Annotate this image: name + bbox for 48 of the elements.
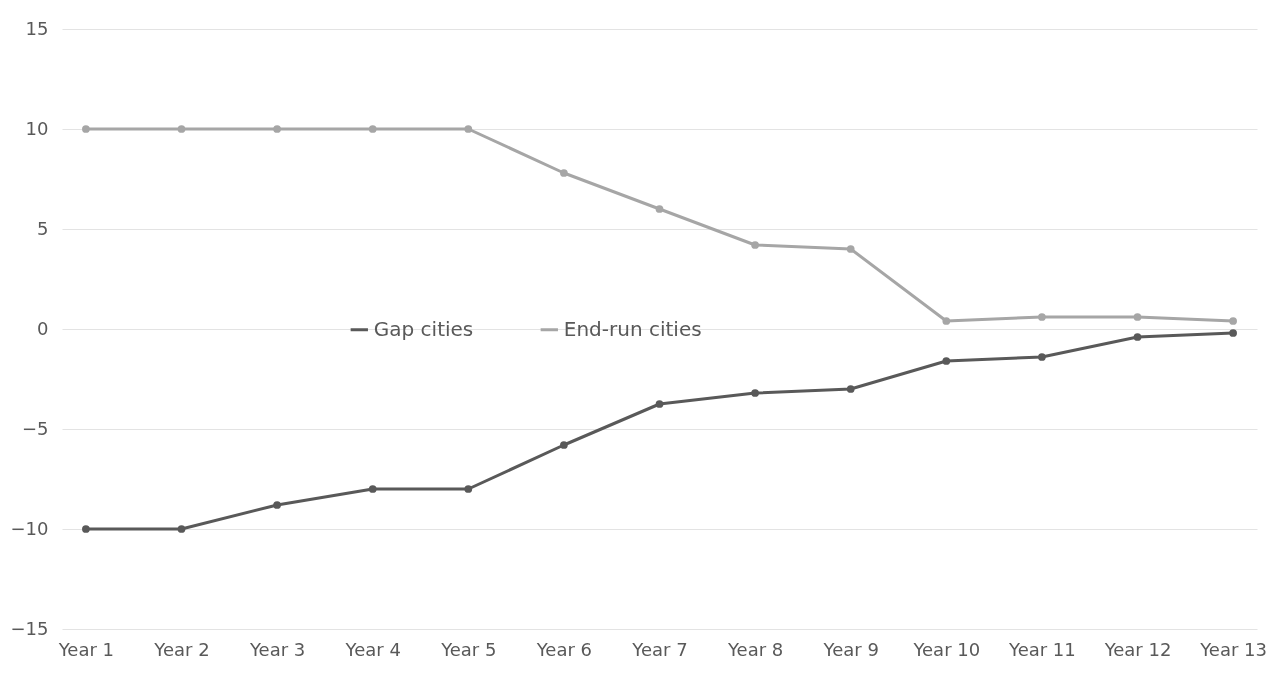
point bbox=[177, 525, 186, 533]
point bbox=[1133, 313, 1142, 321]
point bbox=[846, 385, 855, 393]
point bbox=[1133, 333, 1142, 341]
point bbox=[1038, 353, 1046, 361]
y-tick-label: 0 bbox=[37, 317, 49, 339]
point bbox=[942, 357, 951, 365]
point bbox=[1229, 317, 1237, 325]
x-tick-label: Year 12 bbox=[1103, 638, 1172, 660]
x-tick-label: Year 10 bbox=[912, 638, 981, 660]
point bbox=[560, 169, 568, 177]
x-tick-label: Year 9 bbox=[822, 638, 879, 660]
point bbox=[655, 205, 664, 213]
point bbox=[846, 245, 855, 253]
point bbox=[368, 485, 377, 493]
x-tick-label: Year 8 bbox=[726, 638, 784, 660]
y-tick-label: −10 bbox=[10, 517, 49, 539]
point bbox=[464, 125, 473, 133]
y-tick-label: −15 bbox=[10, 617, 49, 639]
x-tick-label: Year 11 bbox=[1008, 638, 1076, 660]
point bbox=[82, 125, 90, 133]
x-tick-label: Year 7 bbox=[631, 638, 688, 660]
y-tick-label: 10 bbox=[25, 117, 49, 139]
y-tick-label: 5 bbox=[37, 217, 49, 239]
point bbox=[560, 441, 568, 449]
point bbox=[273, 125, 281, 133]
x-tick-label: Year 3 bbox=[248, 638, 306, 660]
y-tick-label: −5 bbox=[21, 417, 49, 439]
y-tick-label: 15 bbox=[25, 17, 49, 39]
x-tick-label: Year 13 bbox=[1199, 638, 1267, 660]
point bbox=[82, 525, 90, 533]
x-tick-label: Year 1 bbox=[57, 638, 115, 660]
point bbox=[177, 125, 186, 133]
legend-label: End-run cities bbox=[563, 316, 702, 341]
point bbox=[368, 125, 377, 133]
point bbox=[273, 501, 281, 509]
x-tick-label: Year 5 bbox=[440, 638, 497, 660]
x-tick-label: Year 4 bbox=[344, 638, 401, 660]
legend-label: Gap cities bbox=[373, 316, 474, 341]
point bbox=[751, 241, 759, 249]
point bbox=[655, 400, 664, 408]
point bbox=[1229, 329, 1237, 337]
x-tick-label: Year 6 bbox=[535, 638, 593, 660]
point bbox=[464, 485, 473, 493]
point bbox=[942, 317, 951, 325]
point bbox=[751, 389, 759, 397]
point bbox=[1038, 313, 1046, 321]
x-tick-label: Year 2 bbox=[153, 638, 210, 660]
